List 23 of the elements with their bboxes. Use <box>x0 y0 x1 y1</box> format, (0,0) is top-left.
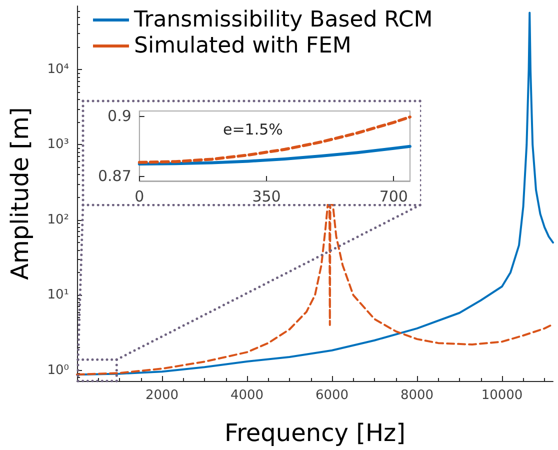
x-tick-label: 10000 <box>481 388 523 403</box>
y-tick-label: 10¹ <box>47 288 69 303</box>
x-tick-label: 0 <box>134 188 144 206</box>
annotation: e=1.5% <box>223 120 283 138</box>
legend-label: Transmissibility Based RCM <box>133 8 433 32</box>
legend-label: Simulated with FEM <box>134 34 352 58</box>
y-tick-label: 10³ <box>47 137 69 152</box>
y-axis-title: Amplitude [m] <box>6 107 34 280</box>
x-tick-label: 6000 <box>315 388 349 403</box>
x-tick-label: 350 <box>252 188 281 206</box>
line-series <box>138 144 412 166</box>
x-tick-label: 2000 <box>145 388 179 403</box>
y-tick-label: 10⁴ <box>47 62 69 78</box>
line-series <box>76 204 554 376</box>
y-tick-label: 10² <box>47 212 69 228</box>
x-tick-label: 8000 <box>400 388 434 403</box>
x-axis-title: Frequency [Hz] <box>224 419 406 447</box>
y-tick-label: 10⁰ <box>47 362 69 378</box>
y-tick-label: 0.87 <box>98 167 132 185</box>
line-series <box>138 116 412 164</box>
x-tick-label: 700 <box>379 188 408 206</box>
x-tick-label: 4000 <box>230 388 264 403</box>
y-tick-label: 0.9 <box>108 107 132 125</box>
